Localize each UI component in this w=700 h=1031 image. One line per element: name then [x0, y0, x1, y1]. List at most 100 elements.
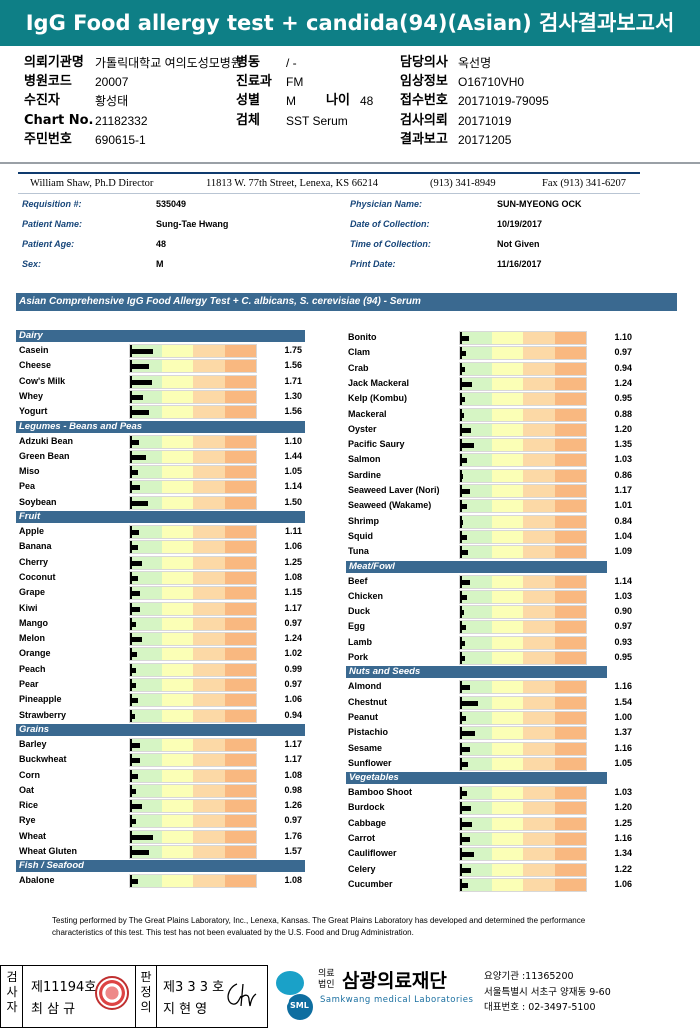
bar-zone [460, 485, 492, 497]
result-bar [459, 346, 587, 361]
letterhead-rule-bottom [18, 193, 640, 194]
logo-text: SML [290, 1001, 309, 1010]
result-bar [129, 737, 257, 752]
chart-no-label: Chart No. [24, 113, 94, 128]
result-bar [129, 586, 257, 601]
food-name: Celery [348, 863, 376, 874]
food-name: Chicken [348, 590, 384, 601]
bar-fill [460, 761, 468, 767]
result-bar [129, 829, 257, 844]
food-value: 1.76 [284, 830, 302, 841]
result-bar [129, 405, 257, 420]
bar-zone [161, 466, 193, 479]
bar-zone [491, 530, 523, 543]
result-bar [459, 484, 587, 498]
bar-zone [554, 757, 586, 770]
bar-fill [460, 731, 475, 737]
bar-zone [224, 390, 256, 403]
result-bar [459, 407, 587, 422]
ward-value: / - [286, 56, 297, 70]
food-name: Peach [19, 663, 46, 674]
bar-fill [130, 575, 139, 581]
result-bar [129, 374, 257, 389]
bar-zone [224, 815, 256, 828]
food-value: 1.08 [284, 875, 302, 886]
age-label: 나이 [326, 93, 350, 108]
bar-zone [161, 406, 193, 419]
food-value: 1.54 [614, 696, 632, 707]
bar-zone [224, 571, 256, 584]
food-value: 1.15 [284, 587, 302, 598]
result-bar [129, 389, 257, 404]
bar-fill [460, 336, 469, 341]
result-bar [129, 632, 257, 647]
result-bar [129, 359, 257, 374]
food-name: Banana [19, 541, 52, 552]
bar-zone [523, 727, 555, 740]
food-value: 1.17 [284, 754, 302, 765]
bar-fill [460, 700, 479, 706]
bar-zone [193, 694, 225, 707]
requisition-label: Requisition #: [22, 199, 82, 209]
food-name: Chestnut [348, 696, 387, 707]
result-bar [459, 877, 587, 892]
category-header: Legumes - Beans and Peas [16, 420, 305, 433]
bar-fill [130, 530, 139, 535]
bar-fill [130, 637, 142, 643]
bar-zone [523, 575, 555, 588]
result-bar [459, 756, 587, 771]
bar-fill [130, 394, 144, 400]
food-value: 1.35 [614, 439, 632, 450]
bar-zone [460, 362, 492, 375]
bar-fill [460, 837, 470, 842]
food-name: Melon [19, 633, 45, 644]
food-name: Almond [348, 681, 382, 692]
food-value: 1.14 [614, 575, 632, 586]
result-bar [129, 555, 257, 570]
bar-fill [460, 640, 465, 646]
bar-zone [130, 800, 162, 813]
bar-zone [523, 362, 555, 375]
bar-zone [523, 500, 555, 513]
bar-zone [491, 833, 523, 845]
result-bar [129, 480, 257, 495]
bar-zone [224, 709, 256, 722]
signature-box: 검사자 제11194호 최 삼 규 판정의 제3 3 3 호 지 현 영 [0, 965, 268, 1028]
bar-zone [491, 332, 523, 344]
bar-zone [161, 345, 193, 357]
physician-value: SUN-MYEONG OCK [497, 199, 582, 209]
sml-logo: SML [270, 967, 314, 1027]
result-bar [129, 814, 257, 829]
category-header: Grains [16, 723, 305, 736]
bar-zone [224, 846, 256, 858]
time-collection-label: Time of Collection: [350, 239, 431, 249]
bar-zone [161, 450, 193, 463]
food-value: 1.16 [614, 833, 632, 843]
food-name: Seaweed (Wakame) [348, 500, 432, 511]
resident-no-value: 690615-1 [95, 133, 146, 147]
bar-zone [224, 694, 256, 707]
bar-zone [193, 571, 225, 584]
bar-fill [130, 698, 138, 704]
food-value: 1.17 [284, 602, 302, 613]
bar-zone [491, 408, 523, 421]
bar-zone [460, 423, 492, 436]
food-value: 1.24 [284, 633, 302, 644]
bar-zone [130, 556, 162, 569]
food-name: Orange [19, 648, 51, 659]
bar-zone [554, 878, 586, 891]
bar-zone [224, 375, 256, 388]
bar-zone [130, 875, 162, 888]
food-name: Miso [19, 466, 40, 477]
result-bar [129, 525, 257, 539]
bar-fill [130, 364, 149, 370]
bar-zone [130, 709, 162, 722]
food-name: Cucumber [348, 878, 393, 889]
bar-zone [554, 848, 586, 861]
lab-director: William Shaw, Ph.D Director [30, 178, 154, 189]
bar-zone [554, 454, 586, 467]
bar-fill [130, 804, 143, 810]
bar-zone [491, 787, 523, 800]
food-value: 1.08 [284, 769, 302, 780]
food-value: 0.97 [284, 815, 302, 826]
